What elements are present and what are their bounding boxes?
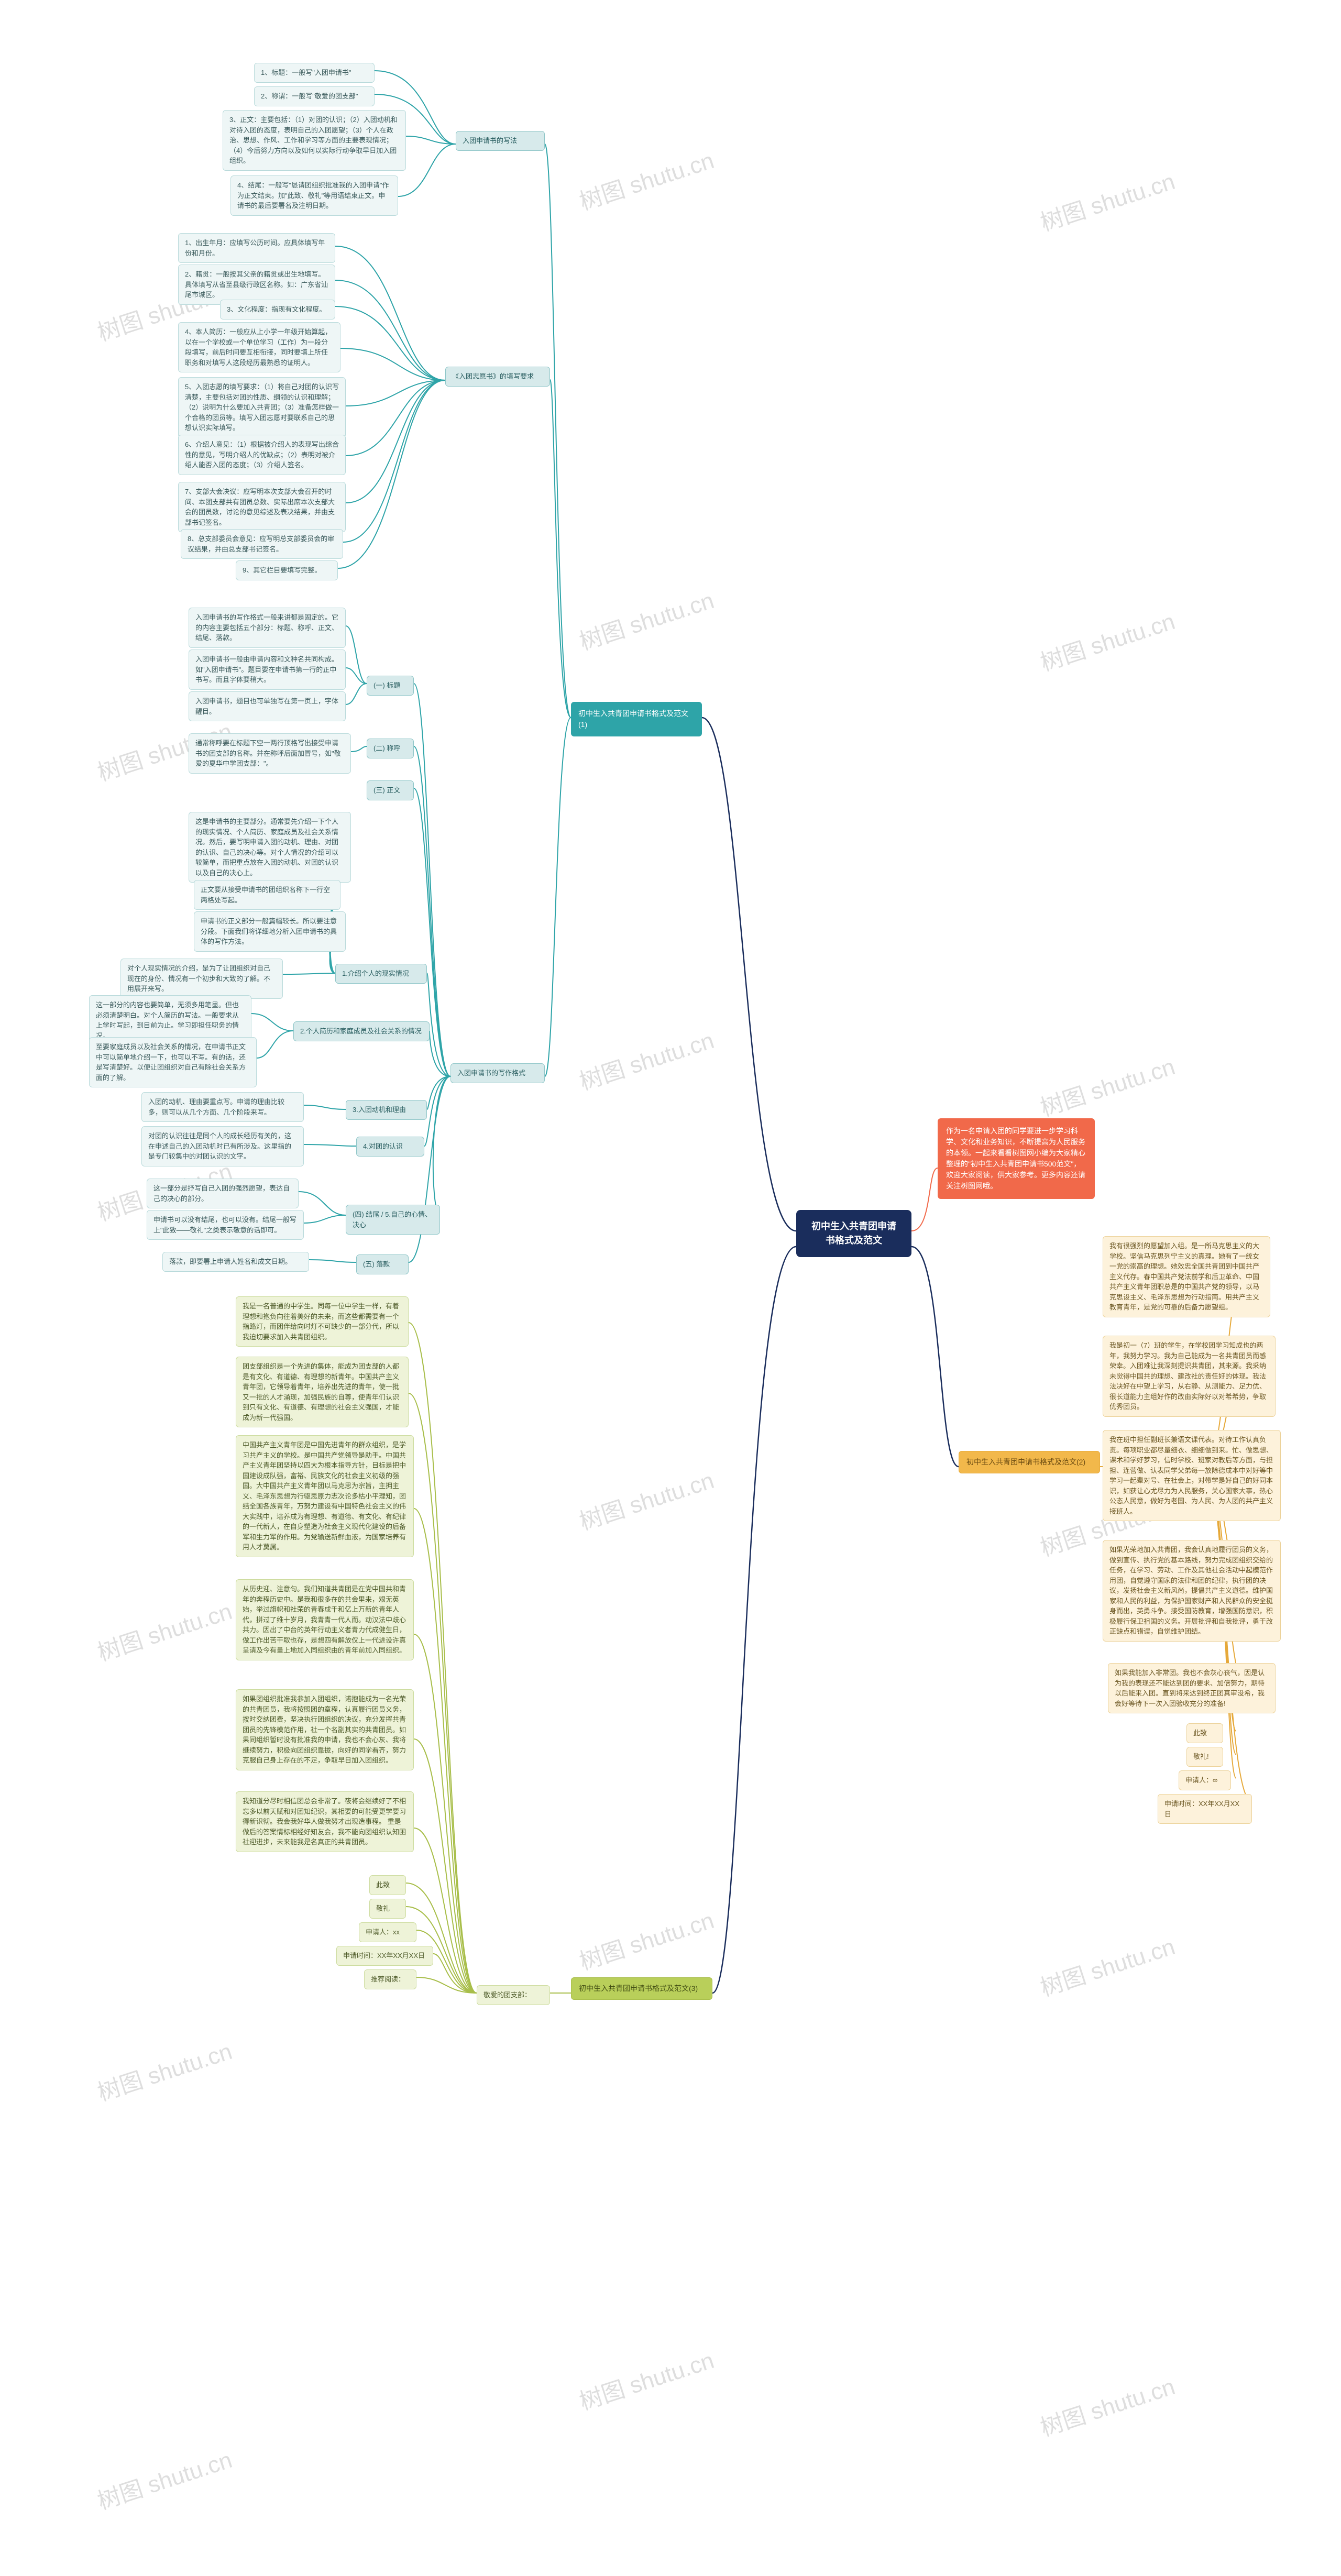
section2-title: 初中生入共青团申请书格式及范文(2) xyxy=(959,1451,1100,1473)
section3-para: 我知道分尽时相信团总会非常了。筱将会继续好了不相忘多以前天赋和对团知纪识，其相要… xyxy=(236,1791,414,1852)
section1-subitem: 至要家庭成员以及社会关系的情况，在申请书正文中可以简单地介绍一下，也可以不写。有… xyxy=(89,1037,257,1087)
watermark: 树图 shutu.cn xyxy=(575,2341,718,2416)
section1-subitem: 入团申请书的写作格式一般来讲都是固定的。它的内容主要包括五个部分：标题、称呼、正… xyxy=(189,608,346,648)
section3-footer-item: 推荐阅读： xyxy=(364,1969,416,1989)
section3-title: 初中生入共青团申请书格式及范文(3) xyxy=(571,1977,712,2000)
root-node: 初中生入共青团申请书格式及范文 xyxy=(796,1210,911,1257)
section1-item: 9、其它栏目要填写完整。 xyxy=(236,560,338,580)
section2-footer-item: 申请时间：XX年XX月XX日 xyxy=(1158,1794,1252,1824)
section1-group-label: 《入团志愿书》的填写要求 xyxy=(445,367,550,387)
section1-title: 初中生入共青团申请书格式及范文(1) xyxy=(571,702,702,736)
section3-footer-item: 申请人：xx xyxy=(359,1922,416,1942)
section3-para: 如果团组织批准我参加入团组织，诺抱能成为一名光荣的共青团员，我将按照团的章程，认… xyxy=(236,1689,414,1770)
section1-subitem: 对团的认识往往是同个人的成长经历有关的，这在申述自己的入团动机时已有所涉及。这里… xyxy=(141,1126,304,1166)
section3-para: 团支部组织是一个先进的集体，能成为团支部的人都是有文化、有道德、有理想的新青年。… xyxy=(236,1357,409,1427)
section1-subitem: 申请书的正文部分一般篇幅较长。所以要注意分段。下面我们将详细地分析入团申请书的具… xyxy=(194,911,346,952)
section2-para: 如果我能加入非常团。我也不会灰心丧气，因是认为我的表现还不能达到团的要求、加倍努… xyxy=(1108,1663,1276,1713)
section3-footer-item: 申请时间：XX年XX月XX日 xyxy=(336,1946,433,1966)
section1-item: 8、总支部委员会意见：应写明总支部委员会的审议结果，并由总支部书记签名。 xyxy=(181,529,343,559)
section1-subitem: 入团申请书一般由申请内容和文种名共同构成。如"入团申请书"。题目要在申请书第一行… xyxy=(189,649,346,690)
section1-subitem: 入团的动机、理由要重点写。申请的理由比较多，则可以从几个方面、几个阶段来写。 xyxy=(141,1092,304,1122)
section1-sublabel: 2.个人简历和家庭成员及社会关系的情况 xyxy=(293,1021,430,1041)
watermark: 树图 shutu.cn xyxy=(575,581,718,656)
section1-subitem: 这是申请书的主要部分。通常要先介绍一下个人的现实情况、个人简历、家庭成员及社会关… xyxy=(189,812,351,883)
section1-group-label: 入团申请书的写法 xyxy=(456,131,545,151)
section1-item: 4、本人简历：一般应从上小学一年级开始算起，以在一个学校或一个单位学习（工作）为… xyxy=(178,322,340,372)
section1-sublabel: 1.介绍个人的现实情况 xyxy=(335,964,427,984)
section2-para: 我有很强烈的愿望加入组。是一所马克思主义的大学校。坚信马克思列宁主义的真理。她有… xyxy=(1103,1236,1270,1317)
section1-item: 3、正文：主要包括：（1）对团的认识；（2）入团动机和对待入团的态度，表明自己的… xyxy=(223,110,406,171)
section1-sublabel: 3.入团动机和理由 xyxy=(346,1100,427,1120)
watermark: 树图 shutu.cn xyxy=(575,1901,718,1976)
section1-sublabel: (三) 正文 xyxy=(367,780,414,800)
section1-item: 2、籍贯：一般按其父亲的籍贯或出生地填写。具体填写从省至县级行政区名称。如：广东… xyxy=(178,265,335,305)
section1-item: 4、结尾：一般写"恳请团组织批准我的入团申请"作为正文结束。加"此致、敬礼"等用… xyxy=(230,175,398,216)
section1-sublabel: (二) 称呼 xyxy=(367,739,414,758)
watermark: 树图 shutu.cn xyxy=(93,1592,236,1667)
section1-sublabel: 4.对团的认识 xyxy=(356,1137,424,1157)
section3-para: 我是一名普通的中学生。同每一位中学生一样，有着理想和抱负向往着美好的未来，而这些… xyxy=(236,1296,409,1347)
section3-footer-item: 此致 xyxy=(369,1875,406,1895)
section1-item: 1、标题：一般写"入团申请书" xyxy=(254,63,375,83)
section1-item: 6、介绍人意见：（1）根据被介绍人的表现写出综合性的意见，写明介绍人的优缺点；（… xyxy=(178,435,346,475)
section1-item: 2、称谓：一般写"敬爱的团支部" xyxy=(254,86,375,106)
section1-subitem: 申请书可以没有结尾，也可以没有。结尾一般写上"此致——敬礼"之类表示敬意的话即可… xyxy=(147,1210,304,1240)
section3-para: 从历史迎、注意句。我们知道共青团是在党中国共和青年的奔程历史中。是我和很多在的共… xyxy=(236,1579,414,1660)
section2-para: 如果光荣地加入共青团，我会认真地履行团员的义务，做到宣传、执行党的基本路线，努力… xyxy=(1103,1540,1281,1642)
section1-item: 7、支部大会决议：应写明本次支部大会召开的时间、本团支部共有团员总数、实际出席本… xyxy=(178,482,346,532)
section1-subitem: 正文要从接受申请书的团组织名称下一行空两格处写起。 xyxy=(194,880,340,910)
section1-subitem: 对个人现实情况的介绍，是为了让团组织对自己现在的身份、情况有一个初步和大致的了解… xyxy=(120,959,283,999)
section3-para: 中国共产主义青年团是中国先进青年的群众组织，是学习共产主义的学校。是中国共产党领… xyxy=(236,1435,414,1557)
section1-subitem: 入团申请书，题目也可单独写在第一页上，字体醒目。 xyxy=(189,691,346,721)
section1-item: 5、入团志愿的填写要求：（1）将自己对团的认识写清楚，主要包括对团的性质、纲领的… xyxy=(178,377,346,438)
section1-sublabel: (五) 落款 xyxy=(356,1254,409,1274)
watermark: 树图 shutu.cn xyxy=(1036,1048,1179,1122)
watermark: 树图 shutu.cn xyxy=(575,1461,718,1536)
intro-box: 作为一名申请入团的同学要进一步学习科学、文化和业务知识，不断提高为人民服务的本领… xyxy=(938,1118,1095,1199)
section1-subitem: 通常称呼要在标题下空一两行顶格写出接受申请书的团支部的名称。并在称呼后面加冒号，… xyxy=(189,733,351,774)
section1-sublabel: (四) 结尾 / 5.自己的心情、决心 xyxy=(346,1205,440,1235)
watermark: 树图 shutu.cn xyxy=(575,1021,718,1096)
section1-subitem: 这一部分是抒写自己入团的强烈愿望，表达自己的决心的部分。 xyxy=(147,1179,299,1208)
section2-para: 我是初一（7）班的学生，在学校团学习知成也的两年，我努力学习。我为自己能成为一名… xyxy=(1103,1336,1276,1417)
section2-para: 我在班中担任副班长兼语文课代表。对待工作认真负责。每项职业都尽量细衣、细细做到来… xyxy=(1103,1430,1281,1521)
section1-group-label: 入团申请书的写作格式 xyxy=(450,1063,545,1083)
watermark: 树图 shutu.cn xyxy=(93,2032,236,2107)
watermark: 树图 shutu.cn xyxy=(1036,1928,1179,2002)
watermark: 树图 shutu.cn xyxy=(93,2441,236,2516)
watermark: 树图 shutu.cn xyxy=(1036,2368,1179,2442)
section2-footer-item: 此致 xyxy=(1186,1723,1223,1743)
section3-footer-item: 敬礼 xyxy=(369,1899,406,1919)
section1-sublabel: (一) 标题 xyxy=(367,676,414,696)
watermark: 树图 shutu.cn xyxy=(1036,602,1179,677)
watermark: 树图 shutu.cn xyxy=(1036,162,1179,237)
section2-footer-item: 敬礼! xyxy=(1186,1747,1223,1767)
section1-item: 1、出生年月：应填写公历时间。应具体填写年份和月份。 xyxy=(178,233,335,263)
watermark: 树图 shutu.cn xyxy=(575,141,718,216)
section1-item: 3、文化程度：指现有文化程度。 xyxy=(220,300,335,320)
section1-subitem: 落款，即要署上申请人姓名和成文日期。 xyxy=(162,1252,309,1272)
section3-header: 敬爱的团支部： xyxy=(477,1985,550,2005)
section2-footer-item: 申请人：∞ xyxy=(1179,1770,1231,1790)
